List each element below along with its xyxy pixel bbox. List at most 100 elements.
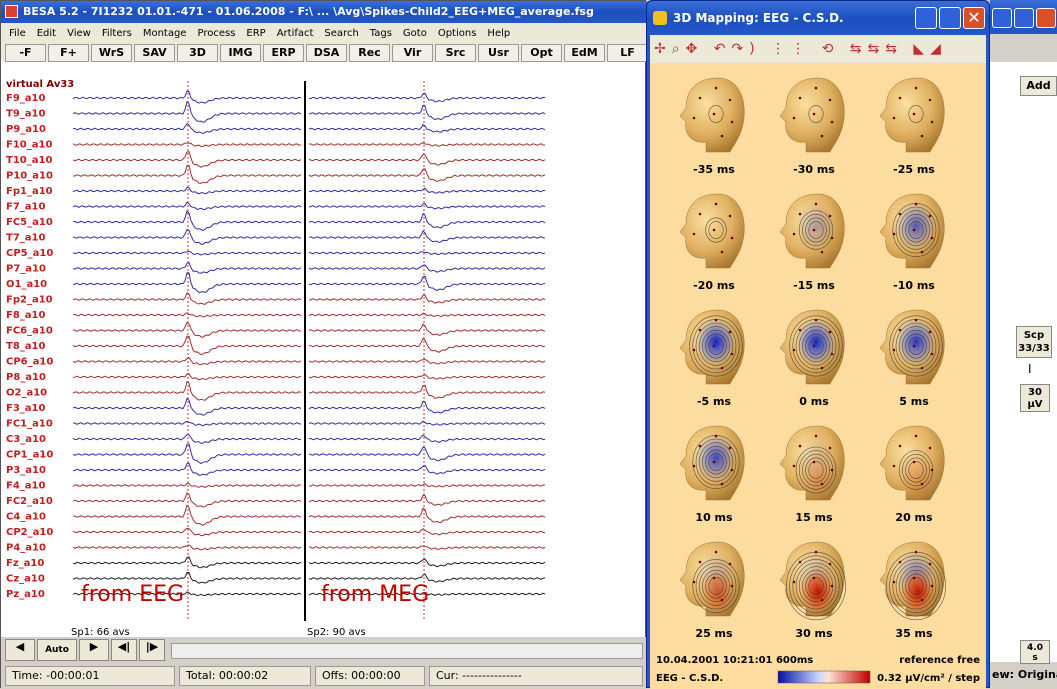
menu-item[interactable]: Process [197,28,236,39]
contour [808,221,824,239]
electrode [812,460,816,464]
contour [905,217,927,243]
eeg-trace [72,142,302,148]
close-button[interactable] [1036,8,1056,28]
menu-item[interactable]: Help [487,28,511,39]
contour [895,562,937,610]
eeg-trace [72,571,302,584]
electrode [798,96,802,100]
menu-item[interactable]: Search [324,28,359,39]
mapping-close[interactable]: ✕ [963,7,985,29]
toolbar-button[interactable]: F+ [48,44,89,62]
contour [898,326,934,366]
amp-button[interactable]: 30 µV [1020,384,1050,412]
menu-item[interactable]: Artifact [276,28,314,39]
electrode [828,214,832,218]
menu-item[interactable]: Montage [142,28,187,39]
map-time-label: -35 ms [693,163,735,176]
electrode [814,550,818,554]
eeg-trace [309,142,545,147]
montage-label: virtual Av33 [6,79,74,90]
toolbar-button[interactable]: Opt [521,44,562,62]
electrode [930,236,934,240]
eeg-trace [308,251,546,256]
menu-item[interactable]: Edit [36,28,57,39]
toolbar-button[interactable]: ERP [263,44,304,62]
eeg-trace [72,397,302,416]
electrode [698,328,702,332]
next-button[interactable]: ▶ [79,639,109,661]
menu-item[interactable]: ERP [246,28,266,39]
electrode [720,250,724,254]
mapping-minimize[interactable] [915,7,937,29]
electrode [730,236,734,240]
eeg-trace [72,321,302,338]
toolbar-button[interactable]: Rec [349,44,390,62]
channel-label: P10_a10 [6,171,53,182]
mapping-toolbar: ✢⌕✥ ↶↷) ⋮⋮ ⟲ ⇆⇆⇆ ◣◢ [650,35,986,63]
step-back-button[interactable]: ◀| [111,639,137,661]
toolbar-button[interactable]: SAV [134,44,175,62]
electrode [712,344,716,348]
toolbar-button[interactable]: 3D [177,44,218,62]
eeg-trace [308,434,546,443]
toolbar-button[interactable]: DSA [306,44,347,62]
prev-button[interactable]: ◀ [5,639,35,661]
mapping-maximize[interactable] [939,7,961,29]
map-time-label: 5 ms [899,395,929,408]
app-icon [5,5,18,18]
electrode [828,562,832,566]
channel-label: F9_a10 [6,93,45,104]
menu-item[interactable]: File [9,28,26,39]
status-field: Cur: --------------- [429,666,643,686]
contour [708,337,724,355]
electrode [930,584,934,588]
eeg-trace [72,90,302,104]
head-map [879,309,945,385]
head-map [779,541,846,621]
scrollbar[interactable] [171,643,643,659]
electrode [920,482,924,486]
menu-item[interactable]: Goto [402,28,427,39]
contour [802,453,830,487]
toolbar-button[interactable]: Src [435,44,476,62]
add-button[interactable]: Add [1020,76,1057,96]
electrode [712,460,716,464]
toolbar-button[interactable]: WrS [91,44,132,62]
minimize-button[interactable] [992,8,1012,28]
contour [908,577,924,595]
electrode [920,134,924,138]
channel-label: F4_a10 [6,481,45,492]
time-button[interactable]: 4.0 s [1020,640,1050,664]
electrode [812,228,816,232]
toolbar-button[interactable]: Vir [392,44,433,62]
toolbar-button[interactable]: EdM [564,44,605,62]
method: EEG - C.S.D. [656,673,723,684]
maximize-button[interactable] [1014,8,1034,28]
channel-label: F10_a10 [6,140,52,151]
menu-item[interactable]: Tags [369,28,392,39]
title-bar: BESA 5.2 - 7I1232 01.01.-471 - 01.06.200… [1,1,647,23]
map-time-label: -10 ms [893,279,935,292]
scp-button[interactable]: Scp 33/33 [1016,326,1052,358]
contour [792,559,840,613]
menu-item[interactable]: Options [437,28,477,39]
auto-button[interactable]: Auto [37,639,77,661]
electrode [720,366,724,370]
contour [708,453,724,471]
toolbar-button[interactable]: -F [5,44,46,62]
toolbar-button[interactable]: LF [607,44,648,62]
menu-item[interactable]: Filters [101,28,132,39]
toolbar-button[interactable]: Usr [478,44,519,62]
step-forward-button[interactable]: |▶ [139,639,165,661]
eeg-trace [72,527,302,537]
contour [698,326,734,366]
status-field: Time: -00:00:01 [5,666,175,686]
contour [895,206,937,254]
toolbar-button[interactable]: IMG [220,44,261,62]
electrode [714,202,718,206]
main-window: BESA 5.2 - 7I1232 01.01.-471 - 01.06.200… [0,0,648,689]
mapping-tool-icons[interactable]: ✢⌕✥ ↶↷) ⋮⋮ ⟲ ⇆⇆⇆ ◣◢ [654,41,947,57]
electrode [720,482,724,486]
menu-item[interactable]: View [67,28,91,39]
